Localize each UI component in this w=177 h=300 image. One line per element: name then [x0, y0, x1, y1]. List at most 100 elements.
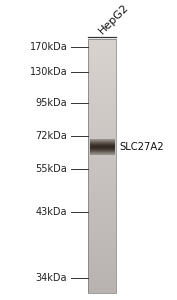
Bar: [88, 54, 116, 57]
Bar: [88, 164, 116, 166]
Bar: [88, 253, 116, 255]
Bar: [88, 153, 116, 156]
Bar: [88, 125, 116, 128]
Bar: [88, 103, 116, 105]
Bar: [88, 174, 116, 176]
Bar: [88, 169, 116, 171]
Bar: [88, 260, 116, 262]
Bar: [88, 52, 116, 54]
Bar: [88, 67, 116, 70]
Bar: [88, 95, 116, 98]
Bar: [88, 98, 116, 100]
Bar: [88, 75, 116, 77]
Bar: [88, 171, 116, 174]
Bar: [88, 262, 116, 265]
Bar: [88, 176, 116, 179]
Bar: [88, 82, 116, 85]
Bar: [88, 116, 116, 118]
Text: 130kDa: 130kDa: [30, 67, 67, 77]
Text: HepG2: HepG2: [97, 2, 131, 36]
Bar: [88, 128, 116, 130]
Bar: [88, 166, 116, 169]
Bar: [88, 204, 116, 207]
Bar: [88, 240, 116, 242]
Bar: [88, 158, 116, 161]
Bar: [88, 110, 116, 113]
Bar: [88, 212, 116, 214]
Bar: [88, 92, 116, 95]
Bar: [88, 268, 116, 270]
Bar: [88, 133, 116, 136]
Bar: [88, 291, 116, 293]
Bar: [88, 224, 116, 227]
Text: SLC27A2: SLC27A2: [119, 142, 164, 152]
Bar: [88, 189, 116, 191]
Bar: [88, 194, 116, 196]
Bar: [88, 196, 116, 199]
Bar: [88, 280, 116, 283]
Bar: [88, 283, 116, 286]
Bar: [88, 151, 116, 153]
Bar: [88, 156, 116, 158]
Bar: [88, 220, 116, 222]
Text: 170kDa: 170kDa: [30, 43, 67, 52]
Bar: [88, 70, 116, 72]
Bar: [88, 248, 116, 250]
Bar: [88, 49, 116, 52]
Bar: [88, 80, 116, 83]
Bar: [88, 39, 116, 293]
Bar: [88, 207, 116, 209]
Bar: [88, 273, 116, 275]
Bar: [88, 202, 116, 204]
Text: 55kDa: 55kDa: [36, 164, 67, 174]
Bar: [88, 47, 116, 49]
Bar: [88, 161, 116, 164]
Bar: [88, 275, 116, 278]
Bar: [88, 242, 116, 245]
Bar: [88, 148, 116, 151]
Bar: [88, 130, 116, 133]
Bar: [88, 255, 116, 258]
Bar: [88, 120, 116, 123]
Bar: [88, 136, 116, 138]
Bar: [88, 146, 116, 148]
Bar: [88, 44, 116, 47]
Bar: [88, 245, 116, 247]
Bar: [88, 138, 116, 141]
Bar: [88, 258, 116, 260]
Bar: [88, 184, 116, 187]
Bar: [88, 250, 116, 253]
Bar: [88, 288, 116, 291]
Bar: [88, 286, 116, 288]
Bar: [88, 141, 116, 143]
Bar: [88, 222, 116, 224]
Bar: [88, 214, 116, 217]
Bar: [88, 179, 116, 181]
Bar: [88, 237, 116, 240]
Bar: [88, 87, 116, 90]
Text: 72kDa: 72kDa: [36, 131, 67, 141]
Bar: [88, 227, 116, 230]
Bar: [88, 62, 116, 64]
Bar: [88, 42, 116, 44]
Bar: [88, 278, 116, 280]
Bar: [88, 39, 116, 42]
Bar: [88, 123, 116, 125]
Bar: [88, 100, 116, 103]
Bar: [88, 230, 116, 232]
Bar: [88, 217, 116, 220]
Bar: [88, 182, 116, 184]
Bar: [88, 105, 116, 108]
Bar: [88, 232, 116, 235]
Bar: [88, 113, 116, 116]
Bar: [88, 235, 116, 237]
Bar: [88, 64, 116, 67]
Bar: [88, 57, 116, 59]
Bar: [88, 270, 116, 273]
Bar: [88, 199, 116, 202]
Bar: [88, 59, 116, 62]
Bar: [88, 143, 116, 146]
Bar: [88, 85, 116, 87]
Bar: [88, 90, 116, 92]
Bar: [88, 118, 116, 120]
